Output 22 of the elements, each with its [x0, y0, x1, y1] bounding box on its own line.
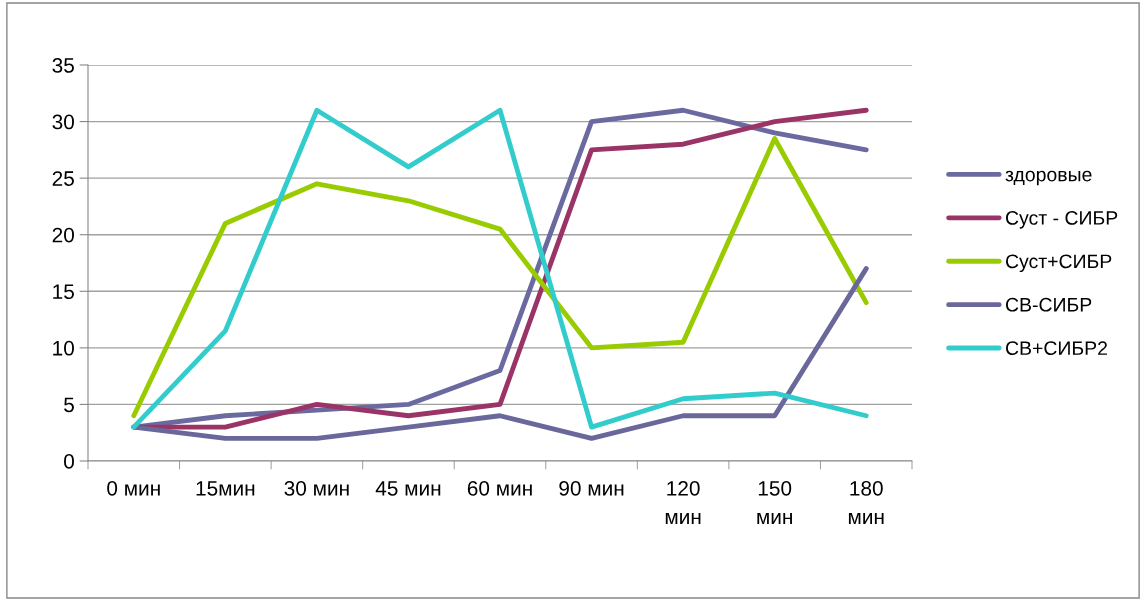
legend-label: СВ-СИБР	[1005, 297, 1092, 312]
x-tick-label: 90 мин	[559, 480, 624, 496]
y-tick-label: 0	[64, 454, 74, 469]
y-tick-label: 10	[53, 340, 74, 356]
y-tick-label: 15	[53, 284, 74, 300]
y-tick-label: 5	[64, 397, 74, 413]
y-tick-label: 35	[52, 58, 74, 73]
x-tick-label: 30 мин	[284, 480, 349, 496]
x-tick-label: 45 мин	[375, 481, 441, 496]
x-tick-label: 60 мин	[467, 480, 532, 496]
x-tick-label: 15мин	[196, 481, 255, 496]
legend-label: Суст - СИБР	[1005, 211, 1118, 229]
y-tick-label: 30	[52, 114, 74, 130]
x-tick-label: 0 мин	[107, 480, 160, 496]
x-tick-label: 150 мин	[757, 480, 792, 525]
legend-label: здоровые	[1005, 170, 1092, 186]
x-tick-label: 180 мин	[848, 480, 884, 525]
y-tick-label: 20	[52, 227, 74, 243]
legend-label: Суст+СИБР	[1005, 254, 1112, 273]
y-tick-label: 25	[52, 171, 74, 186]
legend-label: СВ+СИБР2	[1005, 341, 1107, 356]
x-tick-label: 120 мин	[665, 480, 701, 525]
